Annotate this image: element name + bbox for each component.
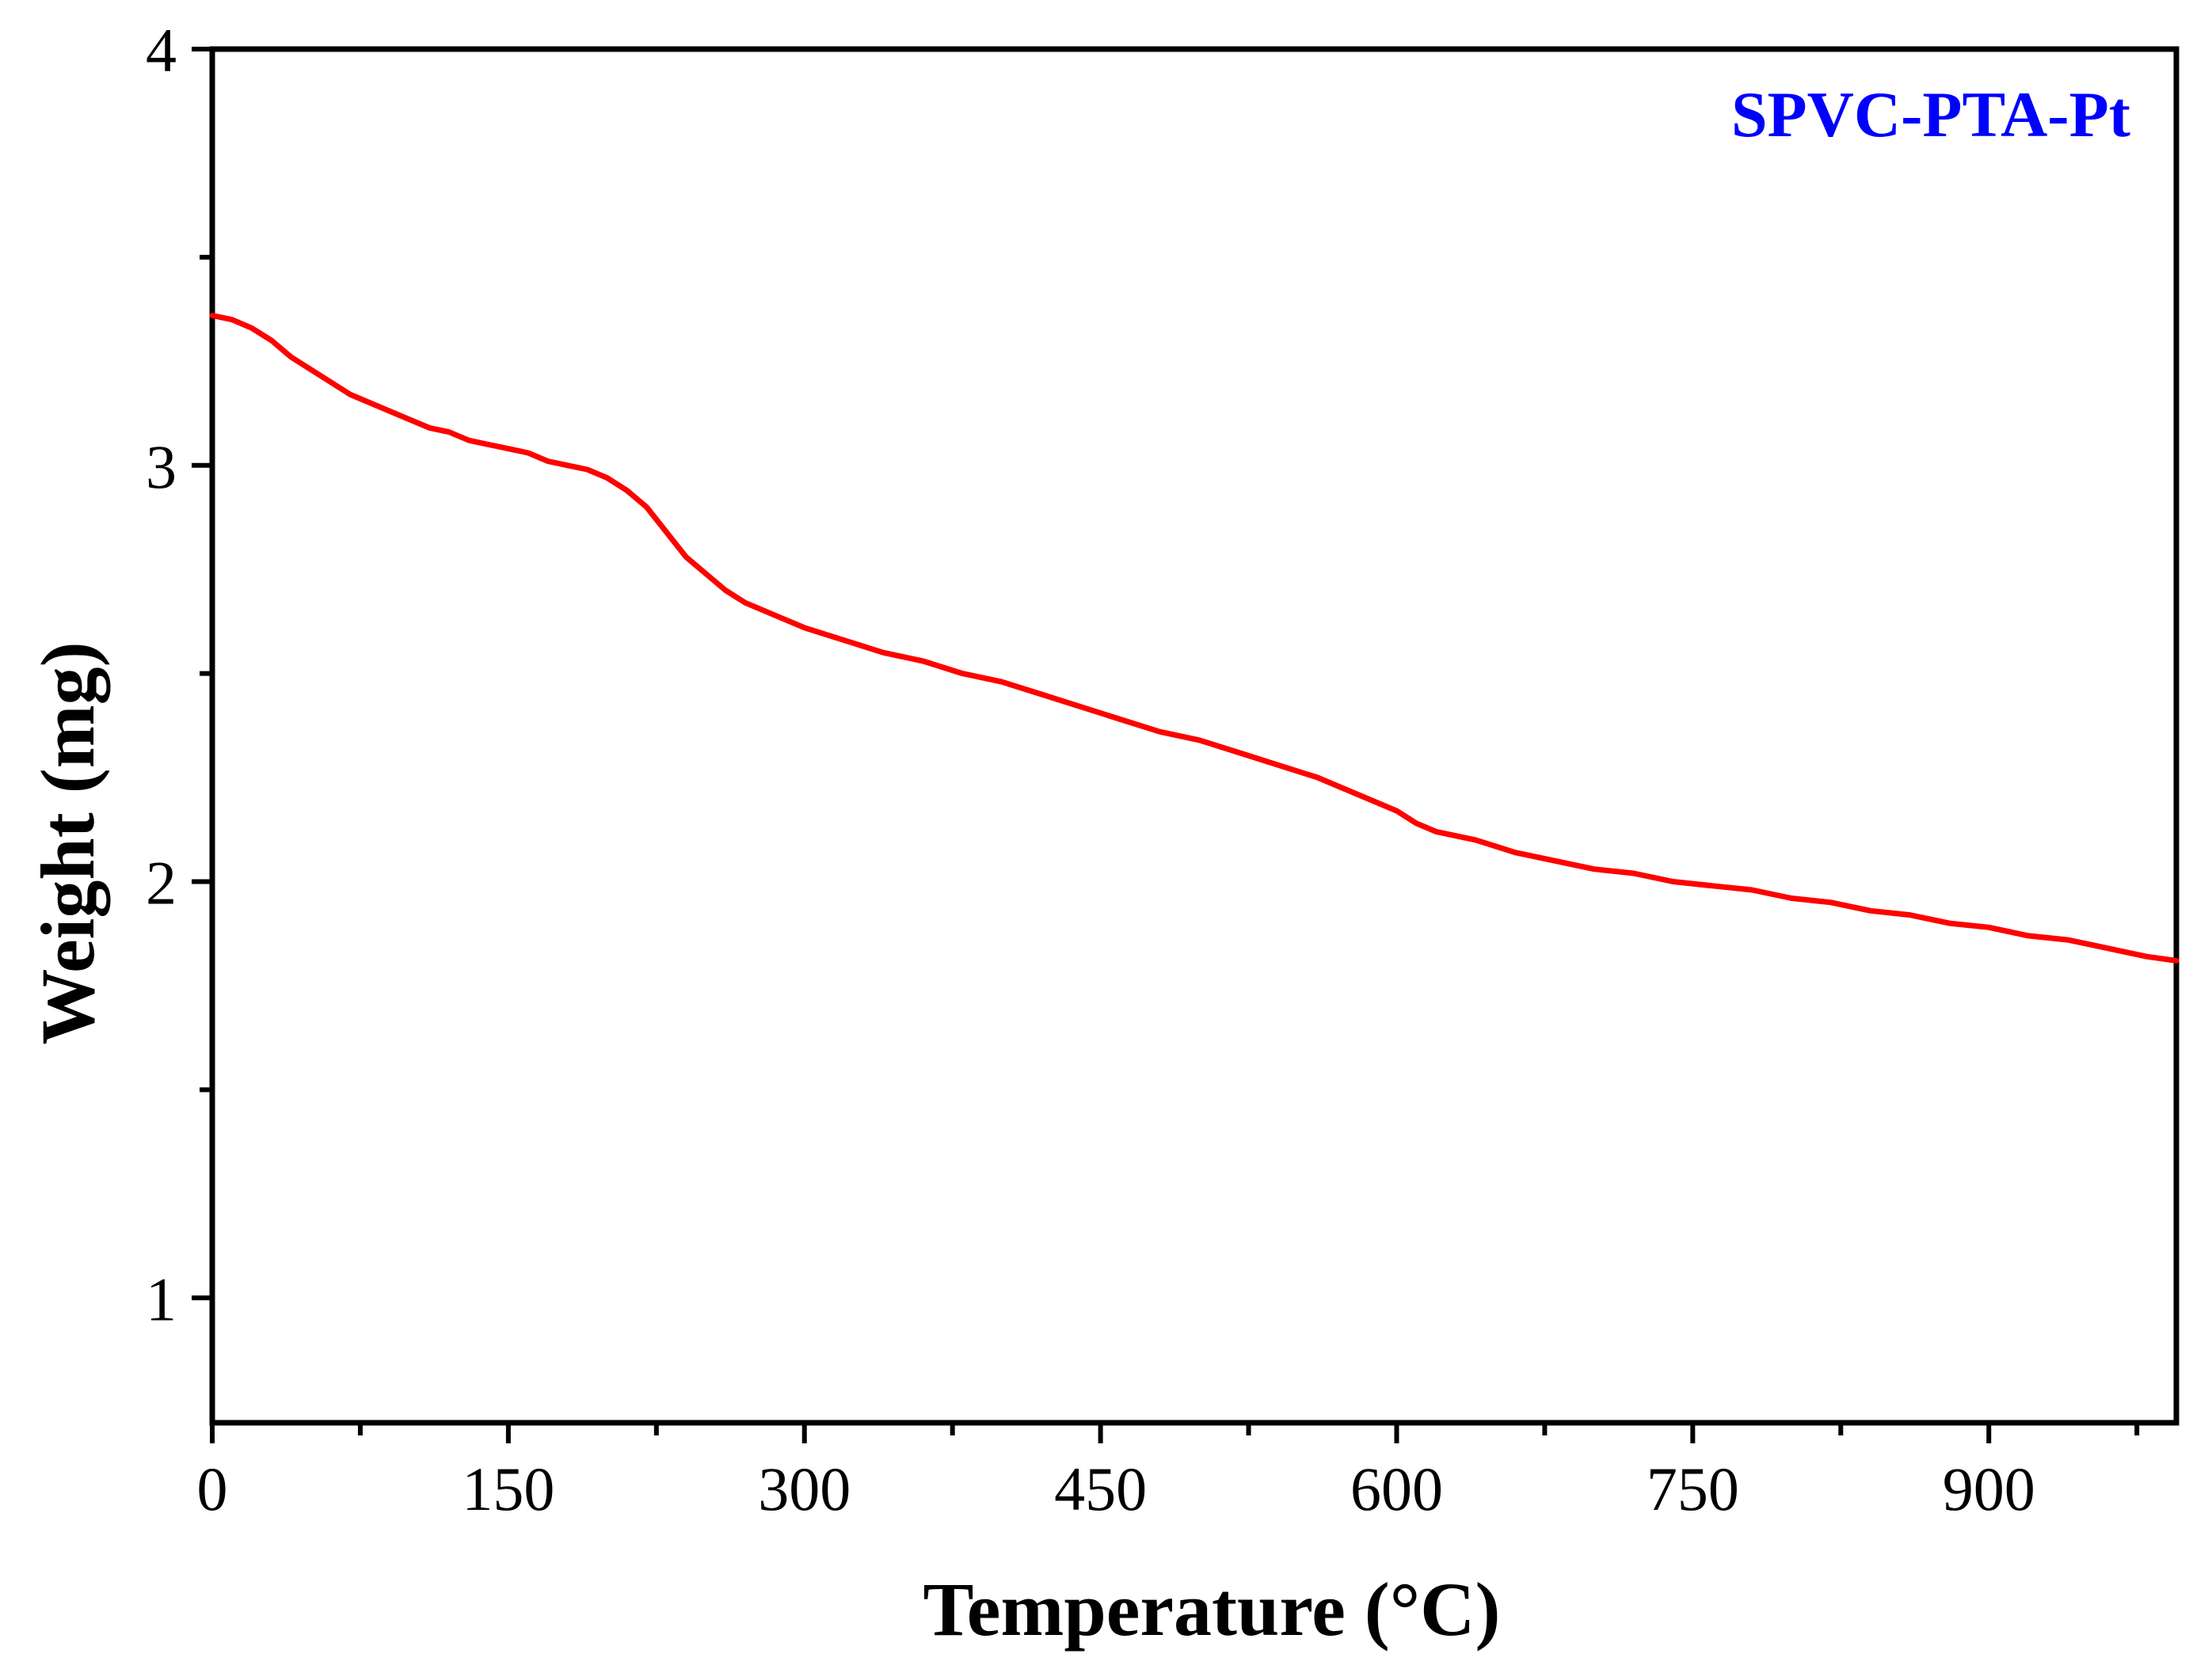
y-tick-label: 1 xyxy=(146,1264,177,1333)
y-tick-label: 2 xyxy=(146,849,177,918)
x-tick-label: 450 xyxy=(1054,1454,1147,1523)
x-tick-label: 0 xyxy=(197,1454,228,1523)
data-series xyxy=(209,313,2180,964)
x-tick-label: 150 xyxy=(462,1454,554,1523)
series-line-spvc-pta-pt xyxy=(209,313,2180,964)
x-tick-label: 600 xyxy=(1350,1454,1443,1523)
series-legend-label: SPVC-PTA-Pt xyxy=(1731,78,2130,150)
plot-frame xyxy=(209,46,2180,1426)
y-tick-label: 3 xyxy=(146,432,177,501)
axes xyxy=(209,46,2180,1426)
x-tick-label: 900 xyxy=(1943,1454,2035,1523)
x-tick-label: 750 xyxy=(1647,1454,1739,1523)
ticks: 0 150 300 450 600 750 900 1 2 3 4 xyxy=(146,16,2140,1523)
y-tick-label: 4 xyxy=(146,16,177,85)
x-axis-title: Temperature (°C) xyxy=(923,1567,1501,1652)
x-tick-label: 300 xyxy=(758,1454,851,1523)
y-axis-title: Weight (mg) xyxy=(25,641,110,1044)
